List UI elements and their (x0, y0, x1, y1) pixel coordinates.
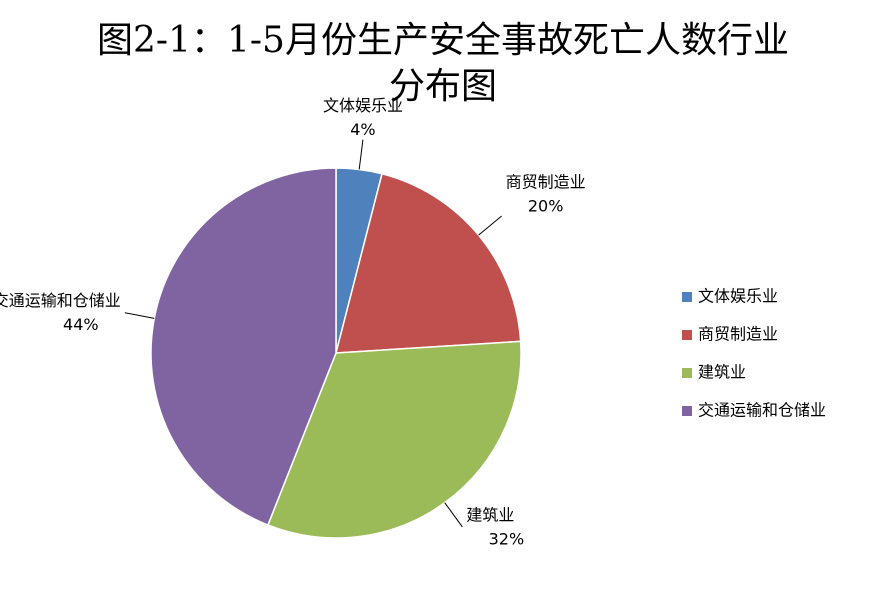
pie-slice (266, 340, 522, 539)
data-label-value: 32% (489, 529, 525, 548)
legend-label: 商贸制造业 (698, 325, 778, 344)
data-label-value: 4% (350, 120, 375, 139)
pie-slice (335, 172, 522, 354)
data-label-name: 建筑业 (466, 505, 514, 524)
legend-swatch (682, 292, 692, 302)
data-label-value: 20% (528, 196, 564, 215)
legend-swatch (682, 330, 692, 340)
leader-line (124, 312, 155, 319)
legend-swatch (682, 406, 692, 416)
legend-label: 文体娱乐业 (698, 287, 778, 306)
data-label-value: 44% (63, 315, 99, 334)
legend-label: 建筑业 (698, 363, 746, 382)
data-label-name: 商贸制造业 (506, 172, 586, 191)
leader-line (478, 215, 502, 236)
legend-label: 交通运输和仓储业 (698, 401, 826, 420)
legend-swatch (682, 368, 692, 378)
data-label-name: 文体娱乐业 (323, 96, 403, 115)
data-label-name: 交通运输和仓储业 (0, 291, 121, 310)
leader-line (358, 139, 364, 170)
chart-title: 图2-1：1-5月份生产安全事故死亡人数行业分布图 (97, 20, 789, 107)
leader-line (444, 502, 463, 528)
